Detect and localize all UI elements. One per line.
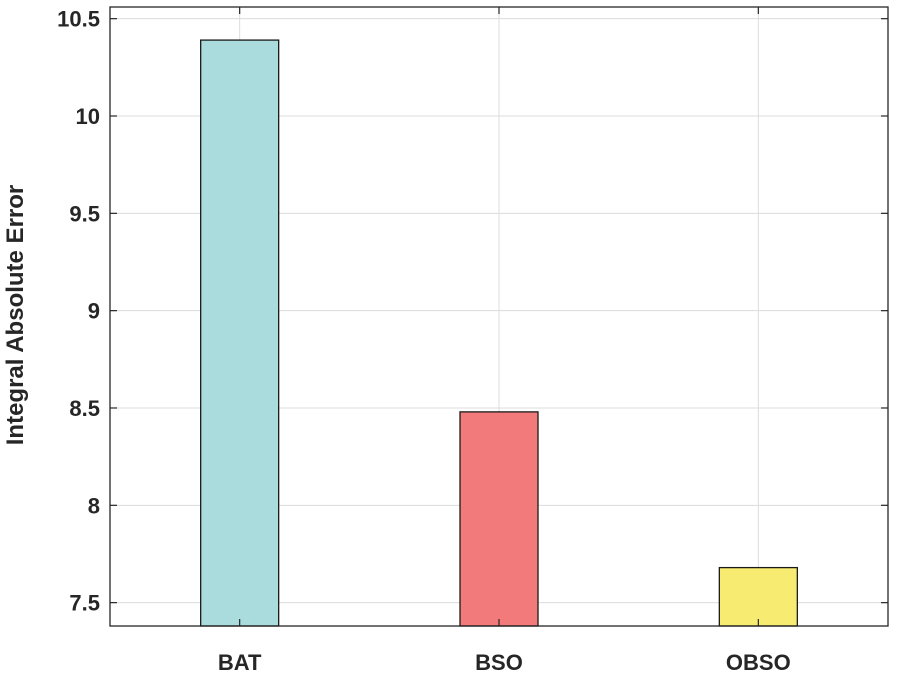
x-tick-labels: BAT BSO OBSO xyxy=(218,650,791,673)
y-tick-label: 9 xyxy=(88,299,100,324)
y-axis-label: Integral Absolute Error xyxy=(2,185,29,445)
y-tick-label: 8 xyxy=(88,493,100,518)
x-tick-label: OBSO xyxy=(726,650,791,673)
tick-marks xyxy=(110,7,888,626)
bar-bat xyxy=(200,39,280,627)
y-tick-label: 10 xyxy=(76,104,100,129)
bar-bso xyxy=(459,411,539,627)
x-tick-label: BSO xyxy=(475,650,523,673)
y-tick-label: 9.5 xyxy=(69,201,100,226)
bar-obso xyxy=(718,566,798,627)
y-tick-label: 7.5 xyxy=(69,591,100,616)
y-tick-label: 8.5 xyxy=(69,396,100,421)
y-tick-label: 10.5 xyxy=(57,7,100,32)
x-tick-label: BAT xyxy=(218,650,262,673)
y-tick-labels: 7.5 8 8.5 9 9.5 10 10.5 xyxy=(57,7,100,616)
